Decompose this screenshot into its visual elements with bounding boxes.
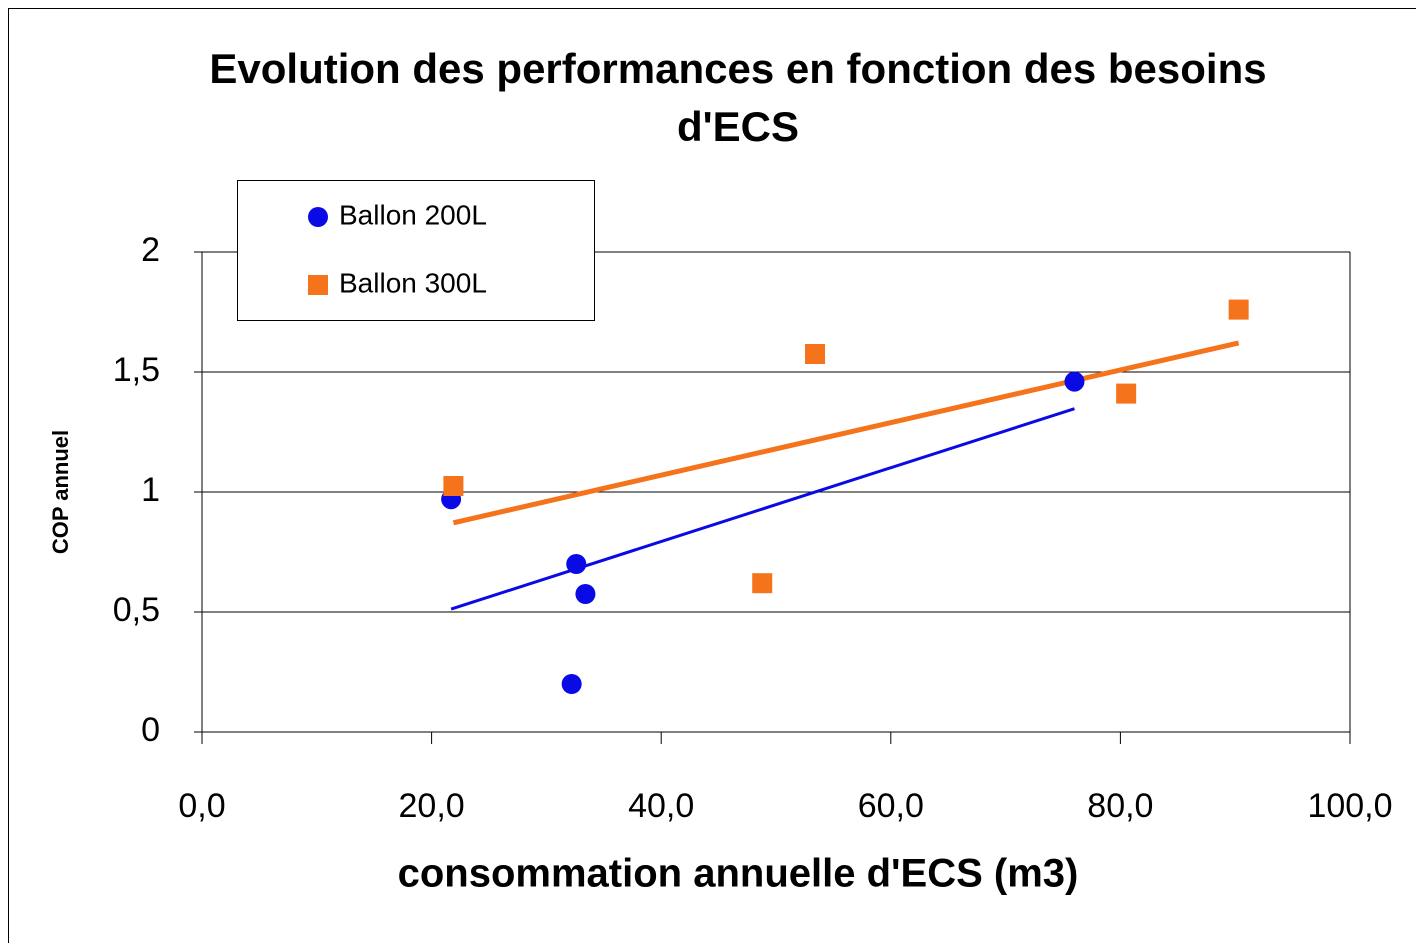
point [1116,383,1137,404]
x-tick-label: 60,0 [858,787,924,825]
point [561,674,582,694]
y-axis-label: COP annuel [48,430,73,554]
trendline [452,340,1240,526]
legend-label: Ballon 200L [339,199,487,230]
legend-box [237,180,595,321]
legend-marker [308,275,328,295]
y-tick-label: 1 [141,471,160,509]
point [566,554,587,574]
x-tick-label: 100,0 [1307,787,1392,825]
x-tick-label: 0,0 [178,787,225,825]
point [443,476,464,496]
x-tick-label: 40,0 [628,787,694,825]
y-tick-label: 0,5 [113,591,160,629]
legend-label: Ballon 300L [339,267,487,298]
y-tick-label: 1,5 [113,351,160,389]
y-tick-label: 0 [141,711,160,749]
chart-frame [8,8,1416,943]
legend-marker [308,207,328,227]
point [805,344,826,364]
trendline [450,407,1075,611]
point [575,584,596,604]
point [752,573,773,594]
point [1228,299,1249,320]
chart-title: Evolution des performances en fonction d… [209,45,1267,150]
y-tick-label: 2 [141,231,160,269]
x-axis-label: consommation annuelle d'ECS (m3) [398,852,1079,896]
x-tick-label: 80,0 [1087,787,1153,825]
point [1064,371,1085,392]
x-tick-label: 20,0 [399,787,465,825]
